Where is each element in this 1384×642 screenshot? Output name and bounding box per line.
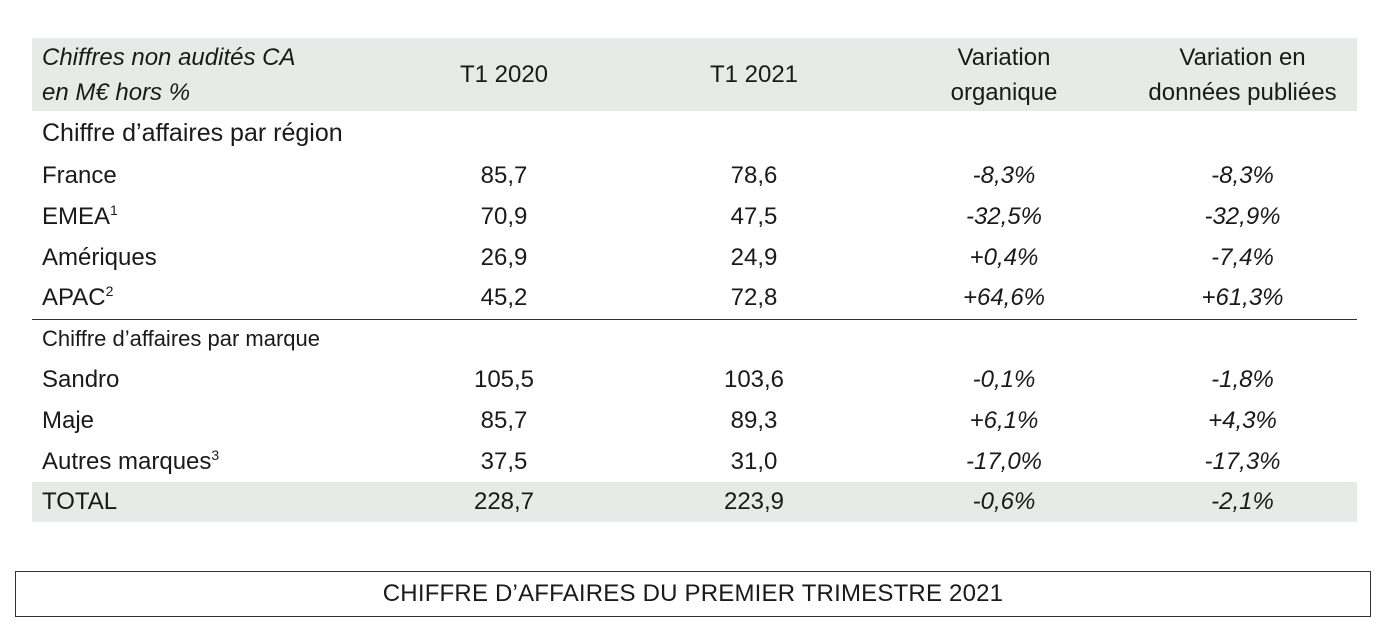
cell-t1-2020: 105,5 <box>473 365 535 393</box>
footnote-marker: 1 <box>110 201 118 218</box>
cell-t1-2021: 72,8 <box>628 278 880 320</box>
cell-t1-2020: 70,9 <box>480 202 528 230</box>
table-row: Amériques 26,9 24,9 +0,4% -7,4% <box>32 237 1357 278</box>
section-title-region: Chiffre d’affaires par région <box>42 118 343 147</box>
table-row: APAC2 45,2 72,8 +64,6% +61,3% <box>32 278 1357 320</box>
row-label: Autres marques3 <box>32 441 380 482</box>
cell-var-pub: -17,3% <box>1204 447 1281 475</box>
row-label-text: Sandro <box>42 365 120 393</box>
table-row: EMEA1 70,9 47,5 -32,5% -32,9% <box>32 196 1357 237</box>
table-row: Autres marques3 37,5 31,0 -17,0% -17,3% <box>32 441 1357 482</box>
row-label-text: Amériques <box>42 243 157 271</box>
header-var-pub-line1: Variation en <box>1179 43 1306 71</box>
header-t1-2021: T1 2021 <box>709 61 799 88</box>
header-variation-organique: Variation organique <box>880 38 1128 111</box>
header-var-org-line2: organique <box>950 78 1058 106</box>
header-units-line2: en M€ hors % <box>42 78 191 106</box>
total-var-pub: -2,1% <box>1211 488 1274 515</box>
cell-t1-2020: 26,9 <box>480 243 528 271</box>
cell-var-pub: -7,4% <box>1211 243 1274 271</box>
cell-t1-2020: 85,7 <box>480 406 528 434</box>
row-label-text: EMEA <box>42 202 111 230</box>
row-label: France <box>32 155 380 196</box>
table-row: Sandro 105,5 103,6 -0,1% -1,8% <box>32 359 1357 400</box>
row-label: Sandro <box>32 359 380 400</box>
total-label: TOTAL <box>42 488 118 515</box>
cell-var-pub: +4,3% <box>1208 406 1277 434</box>
row-label-text: Maje <box>42 406 95 434</box>
cell-t1-2020: 85,7 <box>480 161 528 189</box>
header-units: Chiffres non audités CA en M€ hors % <box>32 38 380 111</box>
section-title-brand: Chiffre d’affaires par marque <box>42 326 320 352</box>
total-t1-2020: 228,7 <box>473 488 535 515</box>
header-units-line1: Chiffres non audités CA <box>42 43 296 71</box>
row-label: APAC2 <box>32 278 380 320</box>
cell-var-org: +6,1% <box>969 406 1039 434</box>
table-row: France 85,7 78,6 -8,3% -8,3% <box>32 155 1357 196</box>
revenue-table: Chiffres non audités CA en M€ hors % T1 … <box>32 38 1357 522</box>
cell-var-org: +0,4% <box>969 243 1039 271</box>
cell-t1-2021: 103,6 <box>723 365 785 393</box>
total-t1-2021: 223,9 <box>723 488 785 515</box>
cell-var-pub: +61,3% <box>1128 278 1357 320</box>
cell-var-pub: -1,8% <box>1211 365 1274 393</box>
header-var-pub-line2: données publiées <box>1148 78 1337 106</box>
row-label: EMEA1 <box>32 196 380 237</box>
revenue-table-container: Chiffres non audités CA en M€ hors % T1 … <box>32 38 1357 522</box>
row-label: Maje <box>32 400 380 441</box>
cell-var-pub: -32,9% <box>1204 202 1281 230</box>
header-var-org-line1: Variation <box>957 43 1051 71</box>
cell-var-org: -8,3% <box>972 161 1036 189</box>
header-t1-2020: T1 2020 <box>459 61 549 88</box>
section-title-box: CHIFFRE D’AFFAIRES DU PREMIER TRIMESTRE … <box>15 571 1371 617</box>
row-label-text: France <box>42 161 117 189</box>
cell-var-org: -32,5% <box>965 202 1043 230</box>
cell-var-org: +64,6% <box>880 278 1128 320</box>
cell-var-pub: -8,3% <box>1211 161 1274 189</box>
cell-t1-2021: 47,5 <box>730 202 778 230</box>
cell-var-org: -0,1% <box>972 365 1036 393</box>
footnote-marker: 2 <box>105 283 114 300</box>
footnote-marker: 3 <box>211 446 220 463</box>
section-title: CHIFFRE D’AFFAIRES DU PREMIER TRIMESTRE … <box>382 580 1004 607</box>
cell-var-org: -17,0% <box>965 447 1043 475</box>
cell-t1-2021: 24,9 <box>730 243 778 271</box>
cell-t1-2020: 45,2 <box>380 278 628 320</box>
cell-t1-2021: 78,6 <box>730 161 778 189</box>
row-label-text: APAC <box>42 284 106 312</box>
table-header-row: Chiffres non audités CA en M€ hors % T1 … <box>32 38 1357 111</box>
section-header-region: Chiffre d’affaires par région <box>32 111 1357 155</box>
section-header-brand: Chiffre d’affaires par marque <box>32 319 1357 359</box>
total-var-org: -0,6% <box>972 488 1036 515</box>
table-row: Maje 85,7 89,3 +6,1% +4,3% <box>32 400 1357 441</box>
row-label-text: Autres marques <box>42 447 212 475</box>
header-variation-publiees: Variation en données publiées <box>1128 38 1357 111</box>
cell-t1-2021: 89,3 <box>730 406 778 434</box>
row-label: Amériques <box>32 237 380 278</box>
cell-t1-2020: 37,5 <box>480 447 528 475</box>
cell-t1-2021: 31,0 <box>730 447 778 475</box>
total-row: TOTAL 228,7 223,9 -0,6% -2,1% <box>32 482 1357 522</box>
